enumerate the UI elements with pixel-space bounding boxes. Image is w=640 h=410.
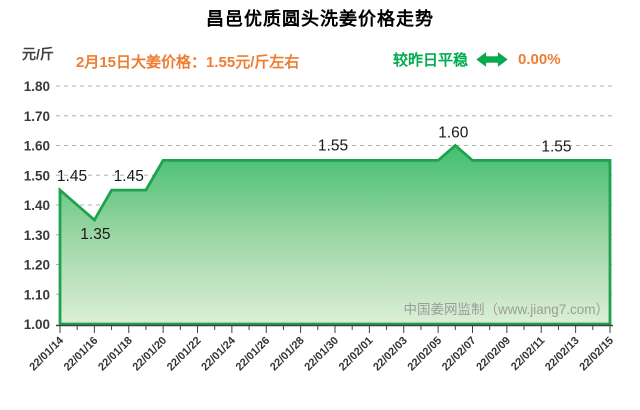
x-tick-label: 22/02/09 [474, 335, 513, 374]
trend-status: 较昨日平稳 0.00% [393, 49, 561, 70]
x-tick-label: 22/02/01 [337, 335, 376, 374]
data-point-label: 1.55 [318, 137, 348, 154]
x-tick-label: 22/02/05 [405, 335, 444, 374]
x-tick-label: 22/01/22 [165, 335, 204, 374]
trend-label: 较昨日平稳 [393, 52, 469, 69]
x-tick-label: 22/02/13 [543, 335, 582, 374]
x-tick-label: 22/01/24 [199, 334, 238, 373]
x-tick-label: 22/01/28 [268, 335, 307, 374]
y-tick-label: 1.70 [24, 109, 50, 124]
x-tick-label: 22/01/26 [234, 335, 273, 374]
y-tick-label: 1.50 [24, 168, 50, 183]
data-point-label: 1.45 [114, 168, 144, 185]
x-tick-label: 22/01/20 [130, 335, 169, 374]
price-area-series [58, 143, 612, 326]
data-point-label: 1.45 [57, 168, 87, 185]
page-title: 昌邑优质圆头洗姜价格走势 [206, 9, 434, 29]
change-percent: 0.00% [518, 51, 561, 68]
current-price-subtitle: 2月15日大姜价格：1.55元/斤左右 [76, 54, 300, 71]
x-tick-label: 22/02/07 [440, 335, 479, 374]
y-tick-label: 1.40 [24, 198, 50, 213]
y-tick-label: 1.60 [24, 139, 50, 154]
x-tick-label: 22/01/30 [302, 335, 341, 374]
x-tick-label: 22/02/03 [371, 335, 410, 374]
data-point-label: 1.55 [541, 138, 571, 155]
y-axis-unit-label: 元/斤 [22, 46, 54, 62]
data-point-label: 1.60 [438, 125, 469, 142]
x-tick-label: 22/01/14 [27, 334, 66, 373]
y-tick-label: 1.00 [24, 317, 50, 332]
data-point-label: 1.35 [80, 226, 110, 243]
y-tick-label: 1.20 [24, 258, 50, 273]
x-tick-label: 22/02/11 [509, 335, 547, 373]
x-tick-label: 22/01/18 [96, 335, 135, 374]
double-arrow-horizontal-icon [476, 52, 508, 67]
y-tick-label: 1.10 [24, 287, 50, 302]
y-tick-label: 1.80 [24, 79, 50, 94]
x-tick-label: 22/02/15 [577, 335, 616, 374]
y-tick-label: 1.30 [24, 228, 50, 243]
x-tick-label: 22/01/16 [62, 335, 101, 374]
watermark-text: 中国姜网监制（www.jiang7.com） [403, 302, 609, 317]
